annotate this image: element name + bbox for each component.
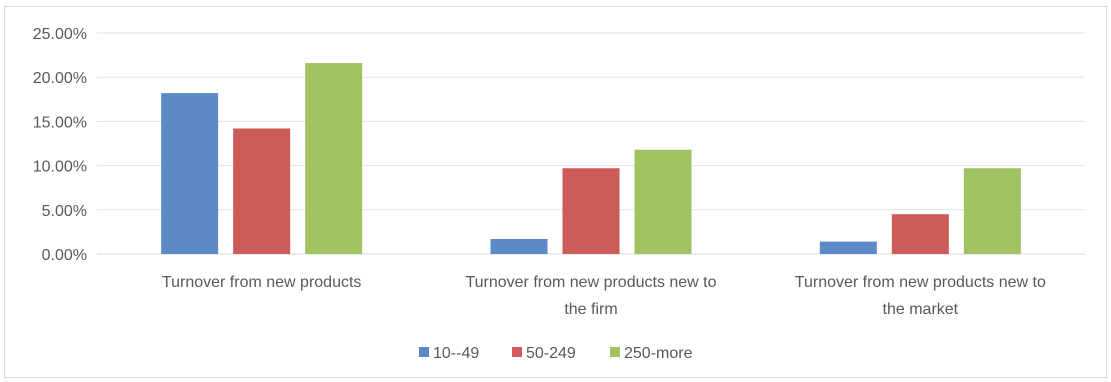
y-tick-label: 15.00% — [33, 114, 87, 131]
legend-label: 10--49 — [433, 345, 479, 362]
bar-10--49 — [819, 241, 877, 254]
bar-50-249 — [562, 168, 620, 254]
category-labels: Turnover from new products Turnover from … — [162, 274, 1046, 318]
y-tick-label: 5.00% — [42, 203, 87, 220]
category-label: Turnover from new products new to — [465, 274, 716, 291]
y-axis-tick-labels: 0.00% 5.00% 10.00% 15.00% 20.00% 25.00% — [33, 26, 87, 264]
bar-250-more — [963, 168, 1021, 254]
bar-250-more — [634, 149, 692, 254]
bar-250-more — [305, 63, 363, 254]
bar-50-249 — [891, 214, 949, 254]
category-label: the market — [883, 301, 959, 318]
legend-swatch — [419, 347, 429, 357]
legend-swatch — [610, 347, 620, 357]
y-tick-label: 10.00% — [33, 159, 87, 176]
bar-10--49 — [161, 93, 219, 254]
category-label: the firm — [564, 301, 617, 318]
bars — [161, 63, 1021, 254]
y-tick-label: 20.00% — [33, 70, 87, 87]
legend-label: 50-249 — [526, 345, 576, 362]
y-tick-label: 0.00% — [42, 247, 87, 264]
category-label: Turnover from new products — [162, 274, 361, 291]
bar-50-249 — [233, 128, 291, 254]
legend-swatch — [512, 347, 522, 357]
bar-10--49 — [490, 238, 548, 254]
legend: 10--49 50-249 250-more — [419, 345, 693, 362]
legend-label: 250-more — [624, 345, 693, 362]
category-label: Turnover from new products new to — [795, 274, 1046, 291]
y-tick-label: 25.00% — [33, 26, 87, 43]
